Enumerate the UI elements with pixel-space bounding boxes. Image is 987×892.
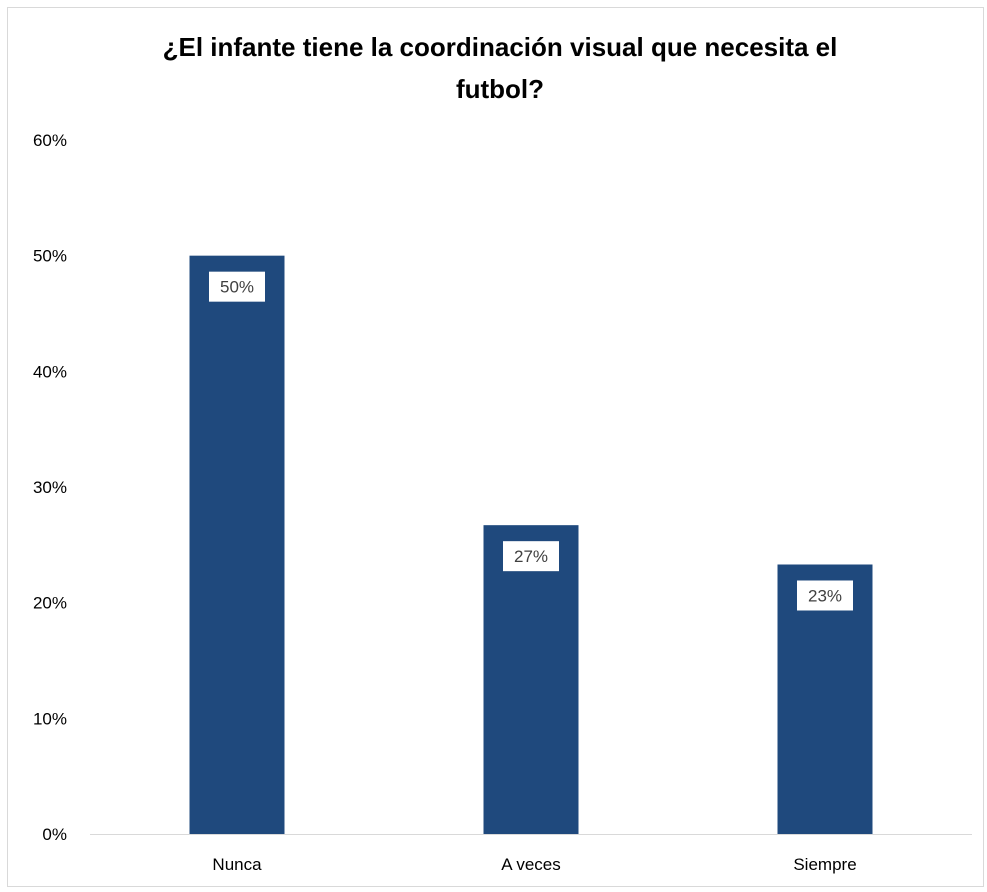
bar-nunca: [189, 255, 285, 834]
bars: [189, 255, 873, 834]
y-tick-label: 30%: [33, 478, 67, 497]
data-label: 23%: [808, 586, 842, 605]
x-category-label: A veces: [501, 855, 561, 874]
x-category-label: Siempre: [793, 855, 856, 874]
data-label: 27%: [514, 547, 548, 566]
data-labels: 50% 27% 23%: [209, 271, 853, 611]
category-labels: Nunca A veces Siempre: [212, 855, 856, 874]
y-tick-label: 40%: [33, 362, 67, 381]
y-tick-label: 0%: [42, 825, 67, 844]
y-axis-labels: 0% 10% 20% 30% 40% 50% 60%: [33, 131, 67, 844]
data-label-box: [797, 580, 853, 611]
x-category-label: Nunca: [212, 855, 262, 874]
y-tick-label: 50%: [33, 247, 67, 266]
bar-a-veces: [483, 525, 579, 834]
y-tick-label: 20%: [33, 594, 67, 613]
data-label-box: [503, 541, 559, 572]
y-tick-label: 60%: [33, 131, 67, 150]
chart-title: ¿El infante tiene la coordinación visual…: [162, 32, 838, 104]
data-label: 50%: [220, 278, 254, 297]
y-tick-label: 10%: [33, 709, 67, 728]
data-label-box: [209, 271, 265, 302]
